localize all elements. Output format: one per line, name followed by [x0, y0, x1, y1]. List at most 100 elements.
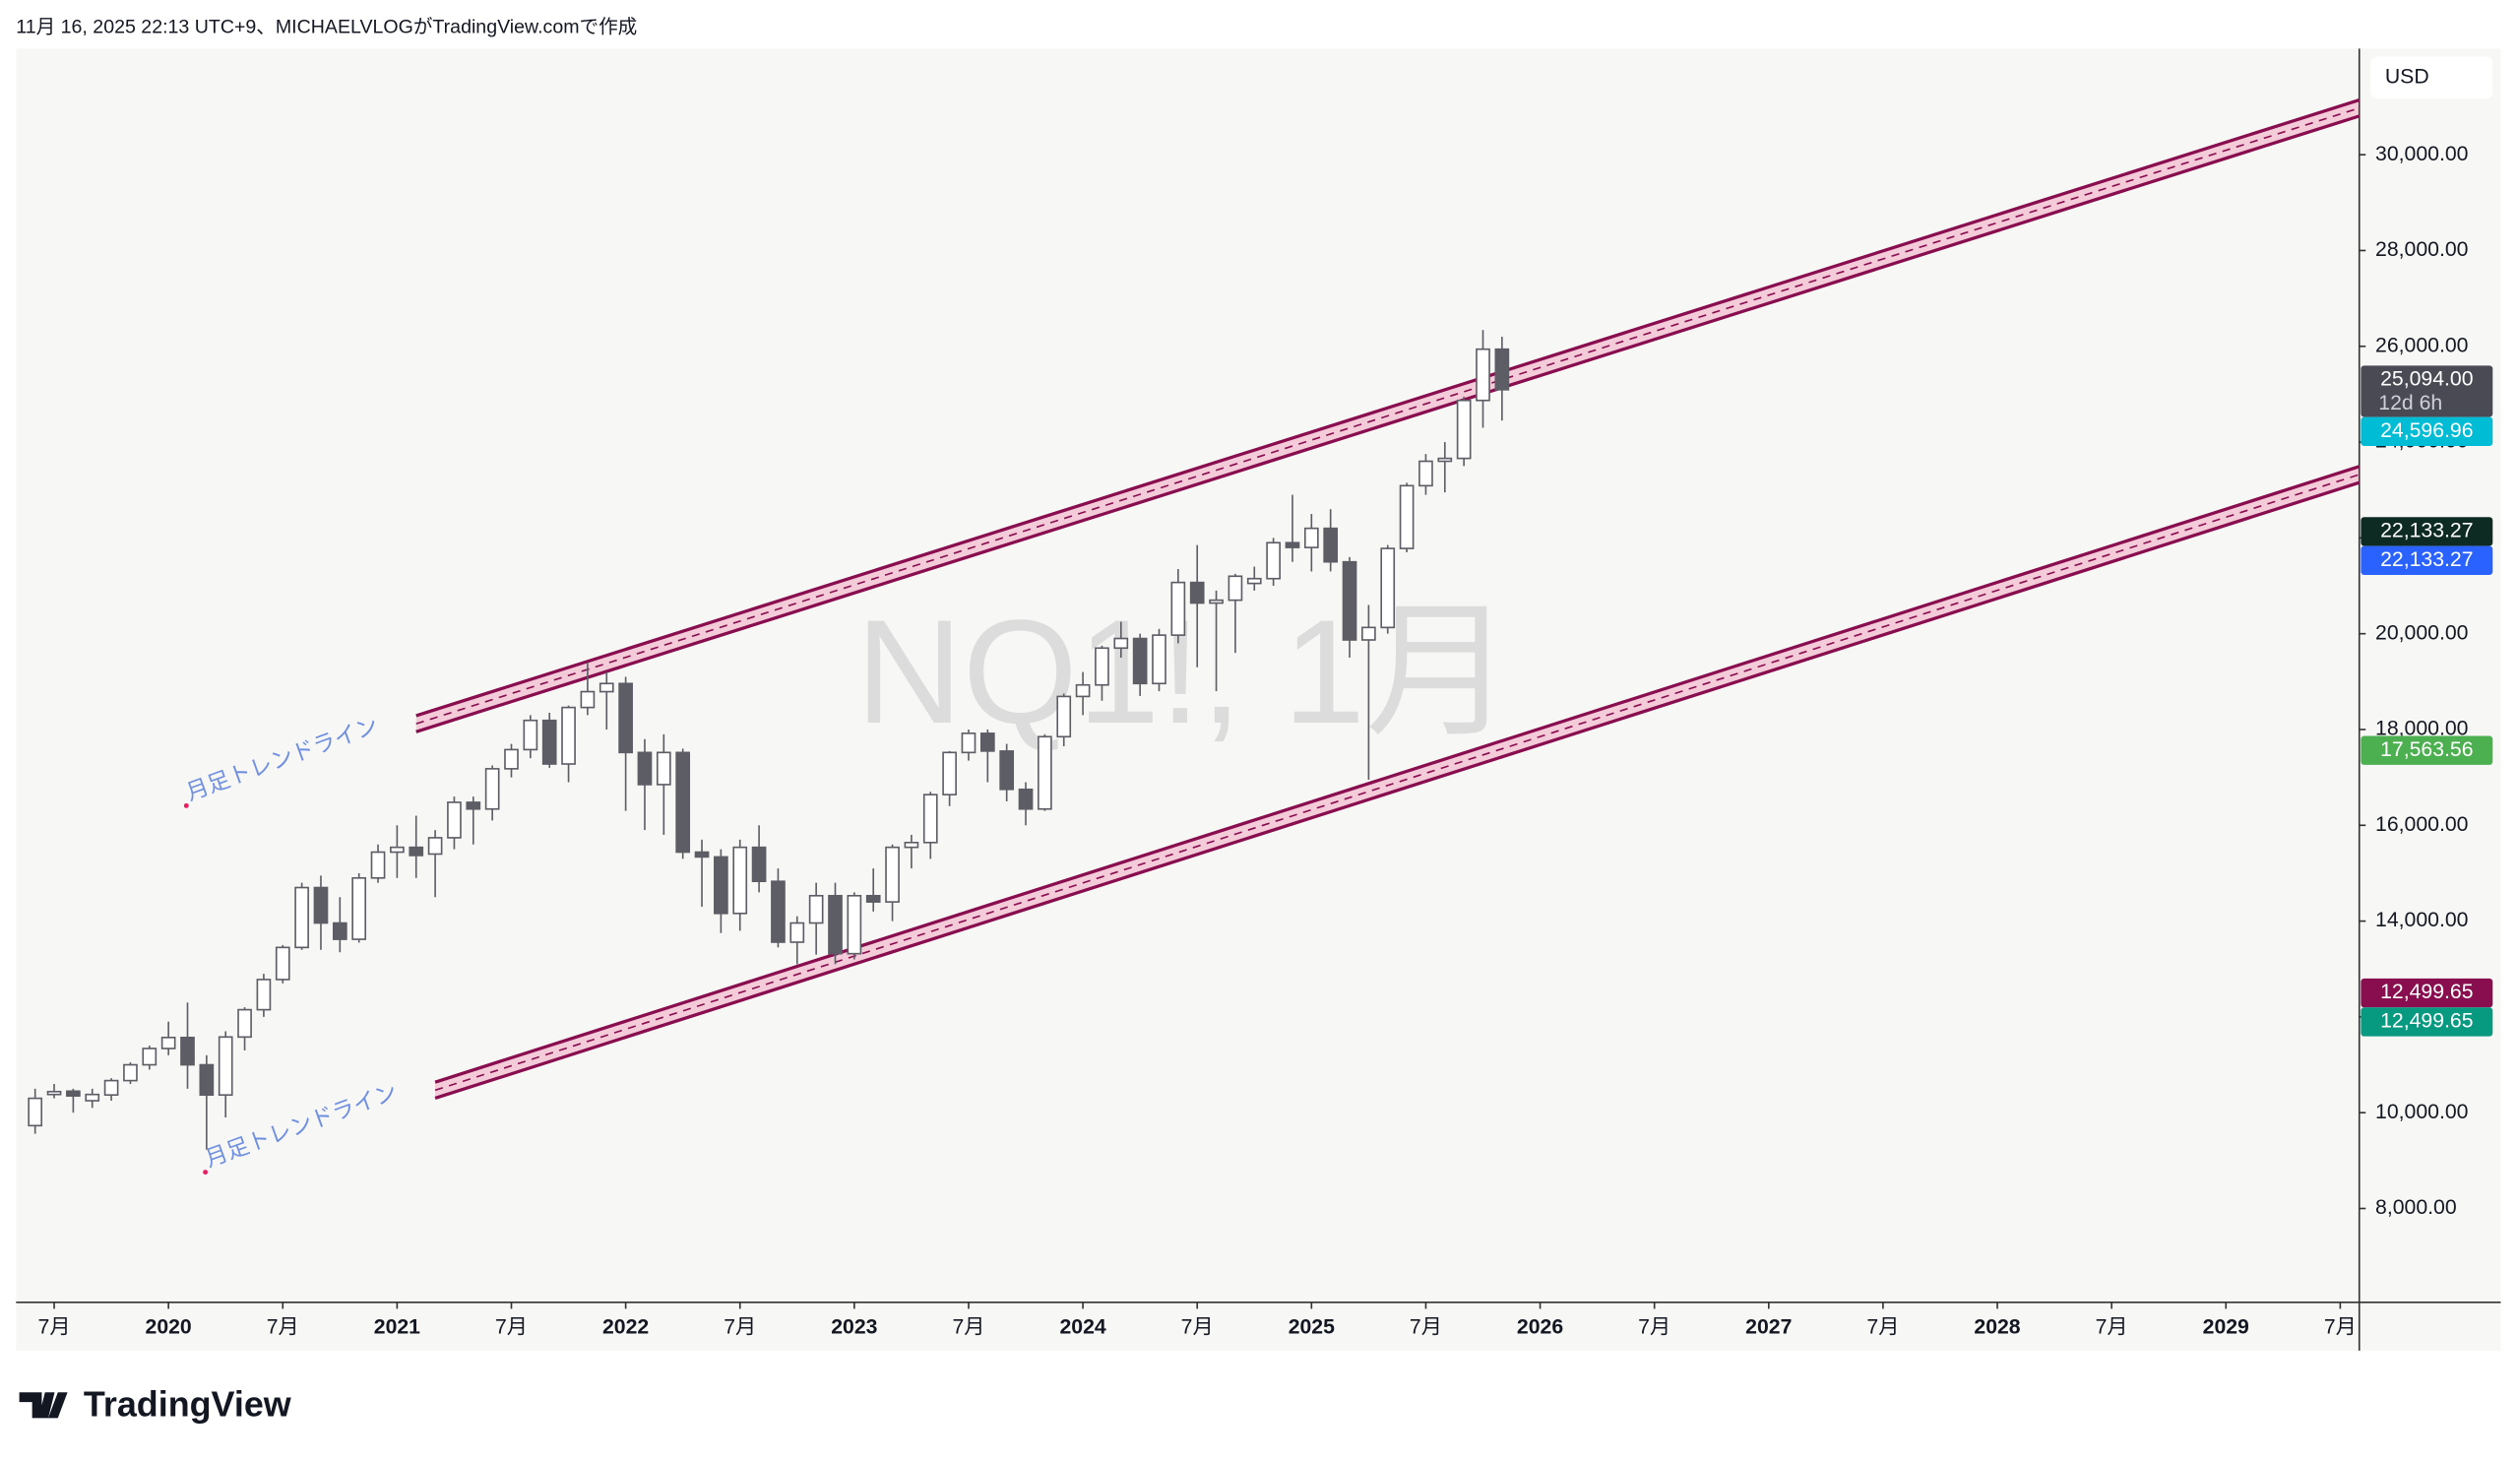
price-marker-label: 24,596.96 [2380, 419, 2473, 442]
candle-body [999, 750, 1015, 791]
candle-body [1152, 634, 1166, 685]
candle-body [1095, 647, 1109, 686]
candle-body [275, 946, 290, 981]
price-marker-sub: 12d 6h [2378, 392, 2442, 414]
y-tick-label: 18,000.00 [2375, 718, 2468, 740]
candle-body [979, 732, 995, 752]
candle-body [580, 690, 596, 709]
candle-body [1113, 637, 1129, 650]
candle-body [714, 856, 728, 915]
currency-box[interactable] [2370, 56, 2493, 98]
trendline-center [434, 474, 2360, 1092]
candle-body [123, 1063, 138, 1082]
candle-body [523, 719, 538, 751]
candle-body [751, 846, 767, 883]
candle-body [370, 851, 386, 879]
price-marker-label: 22,133.27 [2380, 548, 2473, 571]
candle-body [504, 748, 519, 770]
y-tick-label: 10,000.00 [2375, 1101, 2468, 1123]
candle-body [1266, 541, 1281, 580]
trendline-edge [415, 114, 2361, 733]
candle-body [865, 894, 881, 903]
candle-body [732, 846, 748, 915]
candle-body [598, 682, 614, 693]
candle-body [1380, 547, 1396, 629]
candle-body [66, 1090, 81, 1097]
trendline-edge [415, 97, 2361, 718]
logo-icon [19, 1392, 68, 1419]
logo-text: TradingView [84, 1383, 291, 1424]
x-tick-label: 2024 [1059, 1316, 1105, 1339]
x-tick-label: 7月 [2096, 1316, 2128, 1339]
candle-body [390, 846, 405, 854]
candle-body [294, 886, 309, 949]
price-marker [2361, 1007, 2493, 1037]
candle-body [1476, 348, 1490, 402]
y-tick-label: 14,000.00 [2375, 909, 2468, 931]
x-tick-label: 2022 [602, 1316, 649, 1339]
currency[interactable]: USD [2385, 65, 2429, 88]
price-marker-label: 22,133.27 [2380, 519, 2473, 541]
candle-body [1323, 527, 1339, 563]
price-marker [2361, 735, 2493, 765]
candle-body [637, 751, 653, 786]
candle-body [427, 837, 443, 856]
x-tick-label: 2028 [1974, 1316, 2020, 1339]
chart-bg [16, 48, 2501, 1351]
price-marker-label: 25,094.00 [2380, 368, 2473, 391]
candle-body [1132, 637, 1148, 685]
y-tick-label: 28,000.00 [2375, 238, 2468, 261]
candle-body [922, 794, 938, 844]
x-tick-label: 7月 [38, 1316, 71, 1339]
x-tick-label: 7月 [1638, 1316, 1670, 1339]
candle-body [103, 1079, 119, 1097]
candle-body [618, 682, 633, 754]
label-anchor [203, 1170, 209, 1176]
candle-body [808, 894, 824, 924]
candle-body [447, 801, 462, 839]
x-tick-label: 7月 [1181, 1316, 1214, 1339]
candle-body [1170, 581, 1186, 636]
candle-body [789, 922, 805, 943]
candle-body [1018, 788, 1034, 810]
trendline-edge [434, 465, 2361, 1084]
price-marker [2361, 416, 2493, 446]
candle-body [1361, 626, 1376, 641]
y-tick-label: 16,000.00 [2375, 813, 2468, 836]
candle-body [218, 1036, 233, 1097]
candle-body [484, 768, 500, 810]
candle-body [771, 880, 786, 943]
x-tick-label: 2029 [2203, 1316, 2249, 1339]
y-tick-label: 26,000.00 [2375, 334, 2468, 356]
candle-body [1228, 575, 1243, 602]
x-tick-label: 2020 [146, 1316, 192, 1339]
x-tick-label: 7月 [495, 1316, 528, 1339]
x-tick-label: 7月 [1866, 1316, 1899, 1339]
candle-body [1189, 581, 1205, 604]
price-marker [2361, 545, 2493, 575]
candle-body [1437, 457, 1453, 463]
candle-body [656, 751, 671, 786]
x-tick-label: 7月 [2324, 1316, 2357, 1339]
x-tick-label: 2027 [1745, 1316, 1792, 1339]
header: 11月 16, 2025 22:13 UTC+9、MICHAELVLOGがTra… [16, 16, 637, 37]
y-tick-label: 8,000.00 [2375, 1196, 2457, 1219]
candle-body [1303, 527, 1319, 548]
candle-body [1494, 348, 1510, 391]
candle-body [466, 801, 481, 810]
candle-body [828, 894, 843, 955]
price-marker [2361, 365, 2493, 417]
y-tick-label: 20,000.00 [2375, 621, 2468, 644]
x-tick-label: 2025 [1289, 1316, 1335, 1339]
trendline-center [415, 106, 2360, 725]
x-tick-label: 7月 [1410, 1316, 1442, 1339]
candle-body [199, 1063, 215, 1097]
x-tick-label: 2026 [1517, 1316, 1563, 1339]
candle-body [237, 1008, 252, 1039]
x-tick-label: 7月 [724, 1316, 756, 1339]
candle-body [961, 732, 976, 754]
candle-body [1456, 399, 1472, 460]
trendline-edge [434, 480, 2361, 1101]
logo: TradingView [19, 1383, 291, 1424]
x-tick-label: 7月 [952, 1316, 984, 1339]
